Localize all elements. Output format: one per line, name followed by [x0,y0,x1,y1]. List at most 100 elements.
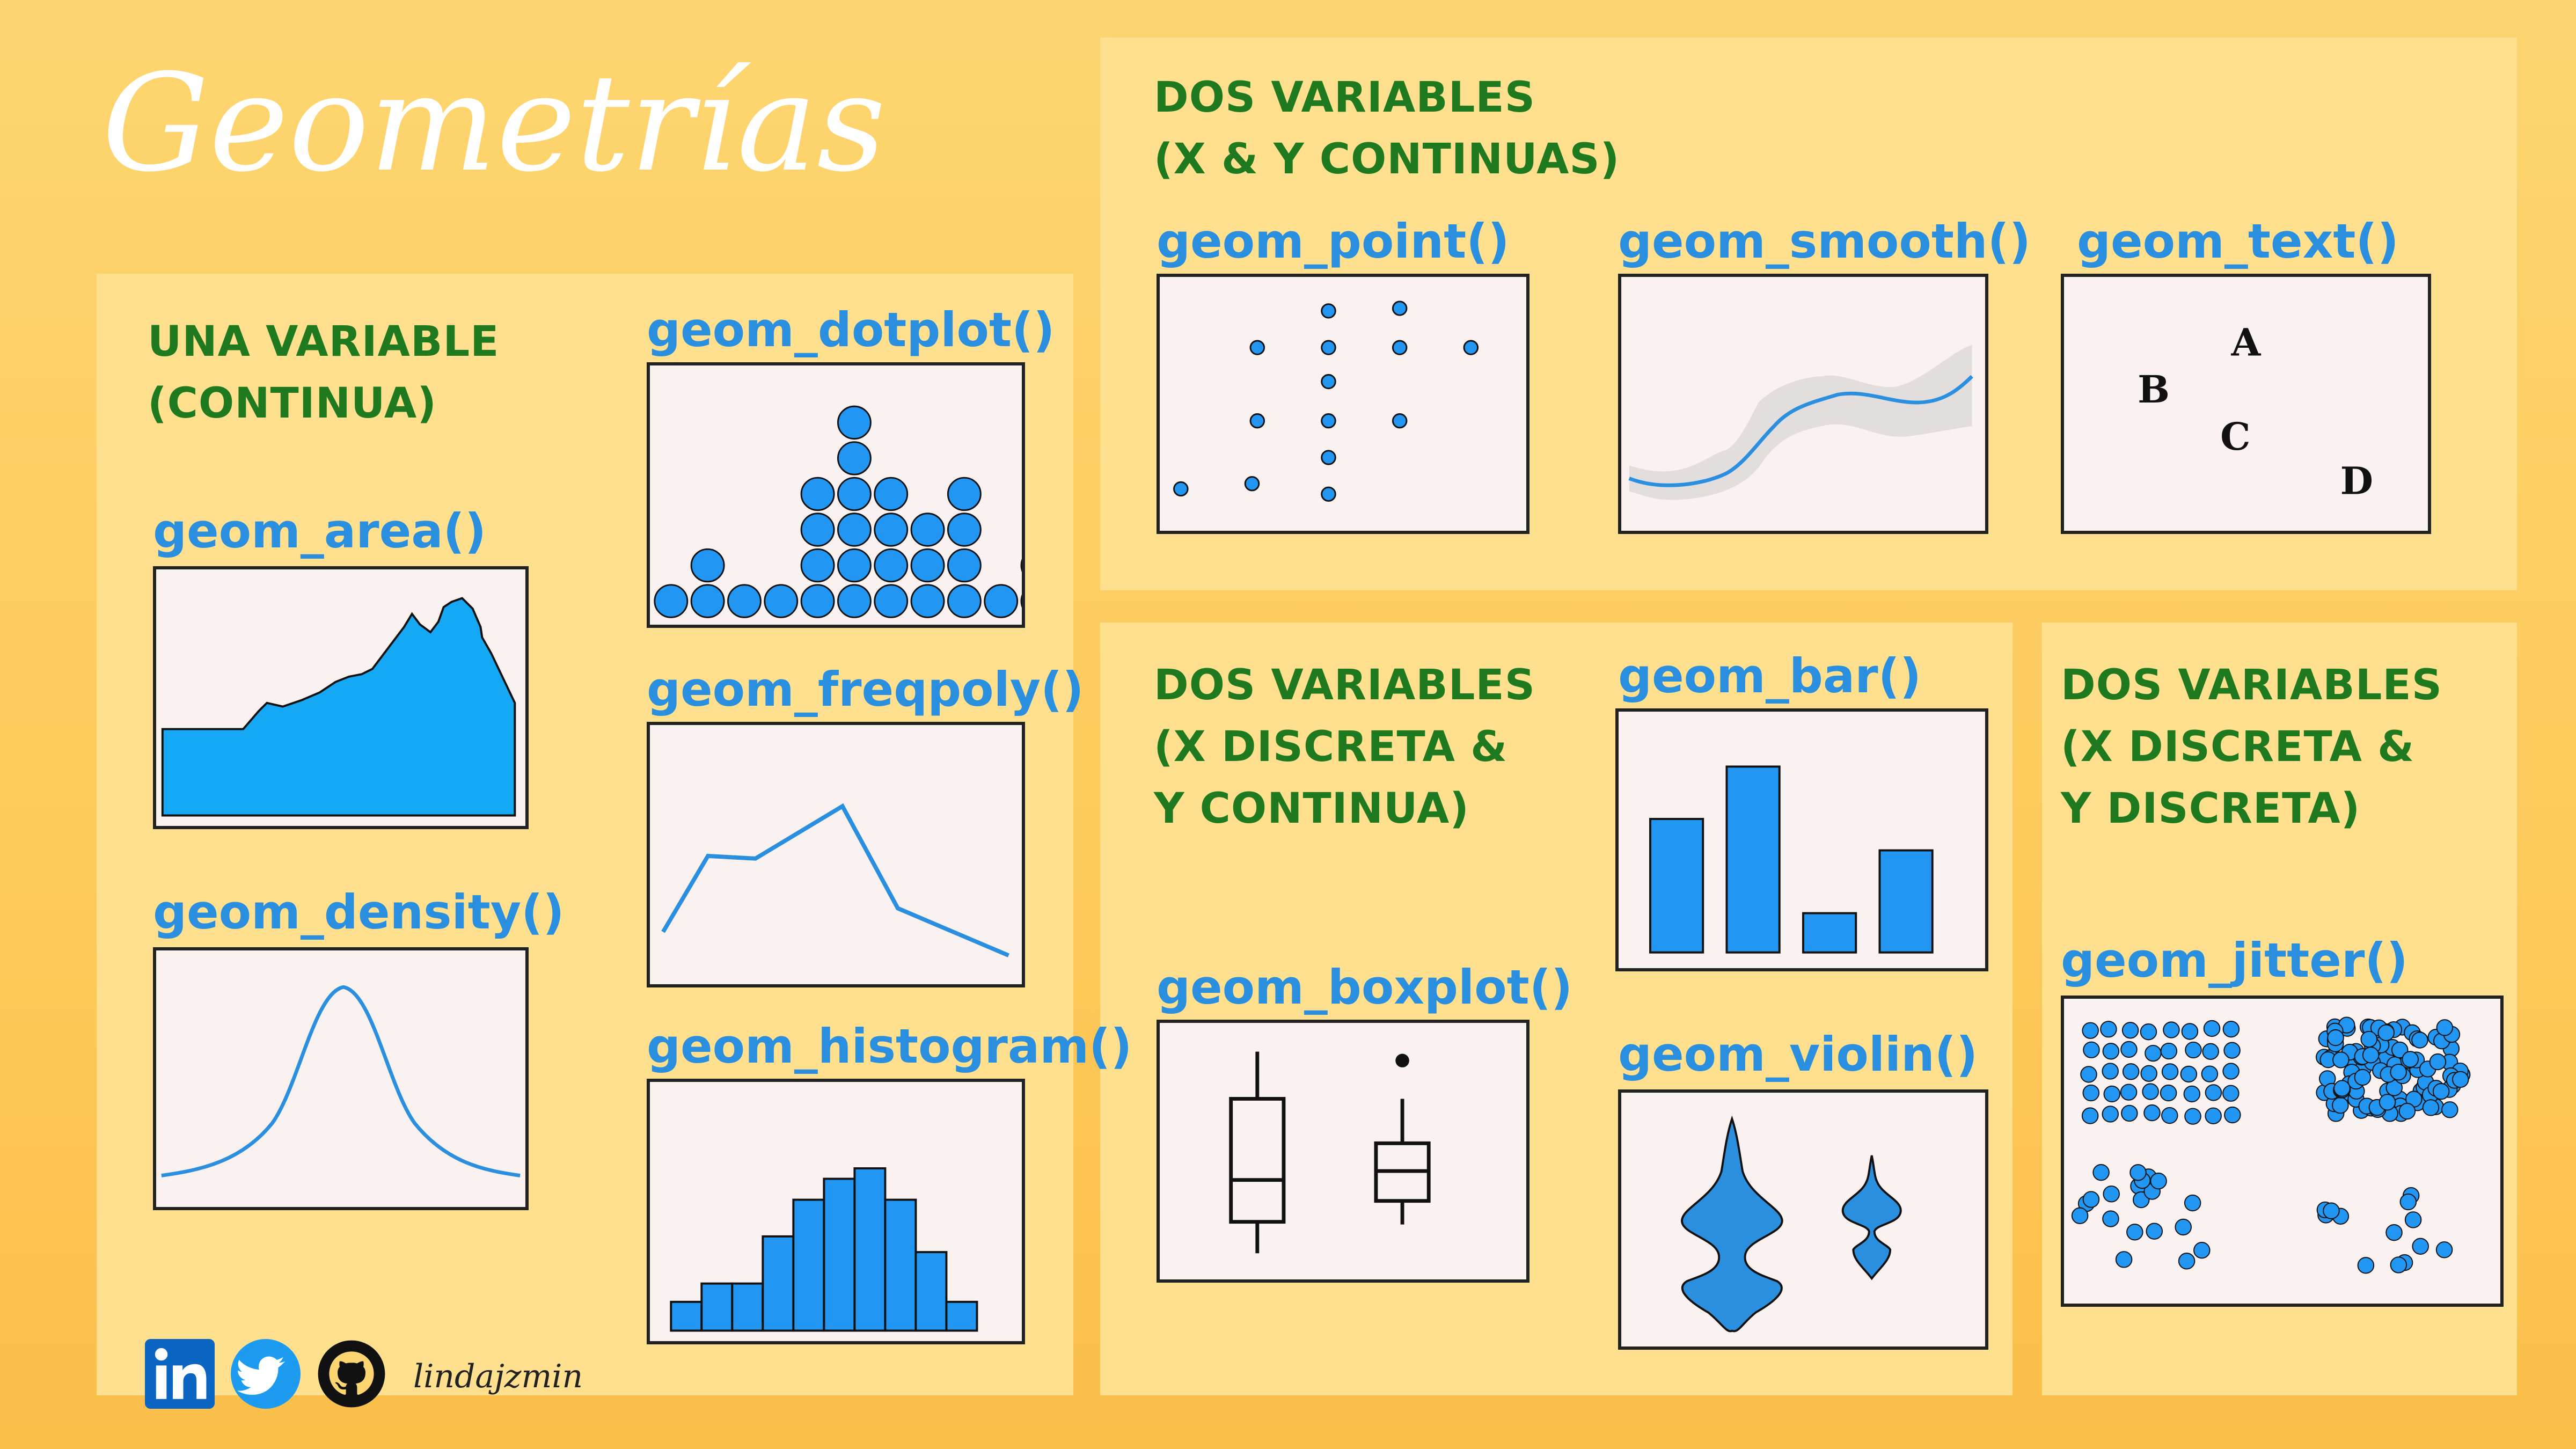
dotplot-dot [874,548,909,583]
jitter-point [2360,1030,2378,1048]
jitter-point [2120,1084,2138,1101]
histogram-bar [700,1282,734,1332]
jitter-point [2327,1029,2344,1046]
jitter-point [2333,1080,2351,1097]
smooth-line [1628,375,1973,487]
jitter-point [2451,1071,2469,1088]
geom-violin-plot [1618,1089,1988,1350]
scatter-point [1392,340,1408,355]
jitter-point [2081,1107,2099,1124]
density-curve [161,985,521,1177]
dotplot-dot [947,477,982,511]
bar-rect [1649,818,1704,954]
dotplot-dot [800,513,835,547]
jitter-point [2161,1107,2178,1124]
jitter-point [2183,1085,2201,1103]
jitter-point [2121,1022,2139,1039]
jitter-point [2120,1041,2138,1058]
jitter-point [2435,1241,2453,1258]
area-shape [161,597,516,817]
scatter-point [1321,303,1336,319]
jitter-point [2390,1256,2407,1274]
jitter-point [2150,1173,2167,1190]
dotplot-dot [837,405,872,440]
dotplot-dot [690,548,725,583]
scatter-point [1392,413,1408,429]
dotplot-dot [947,548,982,583]
dotplot-dot [1020,559,1022,572]
scatter-point [1392,301,1408,316]
geom-dotplot-plot [647,362,1025,628]
jitter-point [2379,1094,2396,1111]
freqpoly-line [661,803,1009,957]
histogram-bar [914,1251,948,1332]
jitter-point [2129,1164,2147,1181]
scatter-point [1463,340,1479,355]
geom-area-plot [153,566,529,829]
jitter-point [2080,1066,2097,1083]
text-label-a: A [2231,320,2262,365]
twitter-icon[interactable] [231,1339,301,1409]
boxplot-right [1374,1099,1431,1225]
jitter-point [2103,1085,2121,1103]
bar-rect [1725,765,1781,954]
dotplot-dot [910,584,945,618]
jitter-point [2224,1106,2241,1124]
dotplot-dot [874,477,909,511]
dotplot-dot [1020,594,1022,608]
linkedin-icon[interactable] [145,1339,215,1409]
jitter-point [2390,1064,2407,1081]
jitter-point [2184,1108,2201,1125]
dotplot-dot [910,548,945,583]
dotplot-dot [837,513,872,547]
geom-boxplot-title: geom_boxplot() [1157,960,1573,1015]
dotplot-dot [764,584,799,618]
geom-point-title: geom_point() [1157,214,1510,269]
dotplot-dot [837,584,872,618]
geom-density-title: geom_density() [153,884,565,940]
jitter-point [2122,1063,2140,1080]
jitter-point [2399,1193,2417,1211]
jitter-point [2422,1099,2440,1116]
jitter-point [2412,1238,2429,1255]
jitter-point [2223,1042,2241,1059]
jitter-point [2146,1223,2163,1240]
scatter-point [1321,374,1336,390]
jitter-point [2100,1021,2117,1038]
dotplot-dot [837,548,872,583]
smooth-band [1629,345,1972,500]
jitter-point [2071,1207,2089,1224]
geom-area-title: geom_area() [153,503,487,559]
geom-smooth-plot [1618,274,1988,534]
dotplot-dot [800,548,835,583]
jitter-point [2083,1041,2100,1058]
histogram-bar [670,1300,703,1332]
geom-jitter-plot [2061,996,2504,1307]
geom-violin-title: geom_violin() [1618,1027,1978,1082]
page-title: Geometrías [102,45,886,201]
scatter-point [1249,413,1265,429]
jitter-point [2222,1021,2240,1038]
jitter-point [2178,1253,2196,1270]
histogram-bar [945,1300,978,1332]
scatter-point [1173,481,1189,497]
boxplot-left [1229,1051,1286,1254]
jitter-point [2404,1211,2422,1228]
jitter-point [2161,1063,2179,1080]
jitter-point [2362,1046,2380,1064]
histogram-bar [792,1198,825,1332]
text-label-b: B [2138,367,2170,412]
jitter-point [2332,1051,2350,1069]
github-icon[interactable] [317,1339,386,1409]
dotplot-dot [727,584,762,618]
jitter-point [2102,1043,2120,1060]
jitter-point [2181,1023,2199,1040]
jitter-point [2140,1065,2157,1082]
geom-bar-title: geom_bar() [1618,648,1922,704]
scatter-point [1321,413,1336,429]
author-signature: lindajzmin [413,1358,583,1395]
jitter-point [2142,1083,2159,1100]
geom-boxplot-plot [1157,1020,1529,1283]
jitter-point [2121,1104,2138,1122]
jitter-point [2092,1163,2110,1181]
